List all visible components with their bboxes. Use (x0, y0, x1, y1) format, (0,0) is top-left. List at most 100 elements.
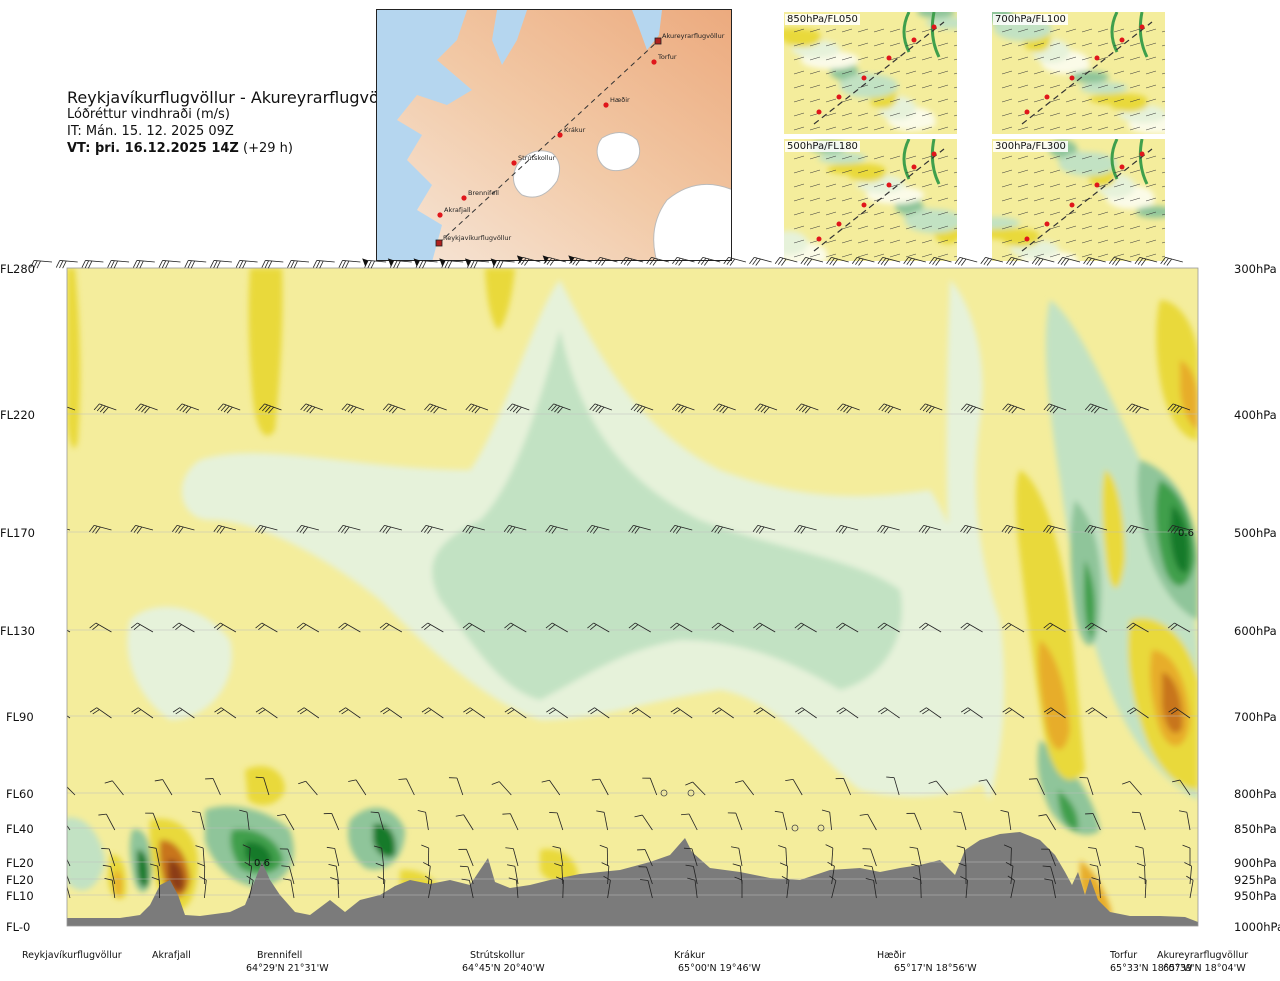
panel-field (992, 140, 1165, 261)
glacier-langjokull (512, 150, 561, 198)
panel-barb (1145, 253, 1157, 258)
wind-barb (67, 885, 71, 899)
panel-field-blob (917, 12, 955, 18)
panel-barb (793, 42, 805, 47)
panel-label: 300hPa/FL300 (993, 141, 1068, 152)
panel-map (992, 139, 1165, 261)
panel-barb (793, 169, 805, 174)
wind-barb (337, 524, 361, 534)
glacier-vatnajokull (653, 183, 731, 260)
panel-barb (937, 169, 949, 174)
wind-barb (504, 622, 527, 633)
panel-barb (905, 84, 917, 89)
panel-barb (1129, 183, 1141, 188)
panel-barb (1065, 197, 1077, 202)
panel-route-line (813, 148, 945, 252)
panel-barb (1113, 70, 1125, 75)
wind-barb (1002, 707, 1025, 719)
panel-barb (1097, 211, 1109, 216)
flight-level-label: FL170 (0, 526, 35, 540)
map-points: Akureyrarflugvöllur Torfur Hæðir Krákur Strú… (435, 32, 725, 247)
panel-field-blob (992, 217, 1020, 229)
panel-barb (809, 70, 821, 75)
panel-barb (921, 84, 933, 89)
wind-barb (30, 260, 53, 269)
panel-barb (841, 70, 853, 75)
panel-barb (937, 239, 949, 244)
panel-barb (841, 126, 853, 131)
wind-barb (752, 524, 776, 534)
waypoint-coordinate: 65°39'N 18°04'W (1163, 963, 1246, 974)
panel-barb (1097, 239, 1109, 244)
panel-barb (1161, 199, 1165, 202)
panel-barb (1017, 211, 1029, 216)
panel-barb (921, 253, 933, 258)
wind-barb (1042, 865, 1056, 885)
panel-barb (1065, 169, 1077, 174)
wind-barb (800, 256, 824, 266)
wind-barb (1043, 524, 1066, 534)
panel-barb (921, 112, 933, 117)
panel-barb (1129, 225, 1141, 230)
wind-barb (176, 403, 200, 414)
wind-barb (448, 777, 464, 796)
panel-barb (825, 239, 837, 244)
field-region-down_1 (1015, 470, 1085, 780)
wind-barb (55, 260, 78, 269)
wind-barb (785, 779, 803, 796)
panel-barb (921, 239, 933, 244)
wind-barb (630, 403, 654, 414)
wind-barb (1043, 403, 1067, 414)
panel-barb (1129, 112, 1141, 117)
panel-waypoint (1094, 55, 1100, 61)
wind-barb (754, 403, 778, 414)
panel-barb (1017, 56, 1029, 61)
panel-barb (873, 84, 885, 89)
wind-barb (172, 524, 195, 534)
panel-barb (937, 155, 949, 160)
wind-barb (505, 847, 519, 867)
panel-barb (905, 253, 917, 258)
panel-barb (1049, 70, 1061, 75)
wind-barb (235, 260, 258, 269)
wind-barb (1088, 847, 1101, 867)
wind-barb (198, 876, 207, 899)
panel-barb (873, 155, 885, 160)
panel-barb (921, 225, 933, 230)
wind-barb (589, 403, 612, 414)
panel-barb (1161, 241, 1165, 244)
wind-barb (370, 811, 384, 831)
panel-barb (857, 211, 869, 216)
panel-barb (857, 183, 869, 188)
panel-barb (1113, 239, 1125, 244)
panel-barb (1113, 112, 1125, 117)
parameter-label: Lóðréttur vindhraði (m/s) (67, 107, 230, 122)
panel-field-blob (848, 164, 886, 182)
panel-barb (1097, 42, 1109, 47)
map-point-label: Strútskollur (518, 154, 556, 162)
panel-waypoint (1139, 151, 1145, 157)
panel-barb (1001, 239, 1013, 244)
wind-barb (1084, 524, 1108, 534)
panel-barb (905, 126, 917, 131)
wind-barb (877, 622, 900, 633)
panel-barb (953, 199, 957, 202)
wind-barb (213, 524, 237, 534)
wind-barb (1000, 809, 1012, 831)
wind-barb (685, 864, 698, 885)
wind-barb (568, 255, 592, 266)
panel-field-blob (784, 231, 808, 255)
panel-barb (793, 98, 805, 103)
field-region-up_2 (432, 330, 902, 700)
wind-barb (1031, 256, 1055, 266)
panel-barb (889, 169, 901, 174)
wind-barb (1007, 875, 1015, 899)
wind-barb (906, 812, 922, 831)
wind-barb (1167, 524, 1191, 534)
pressure-level-label: 925hPa (1234, 873, 1277, 887)
panel-barb (1113, 211, 1125, 216)
panel-barb (953, 241, 957, 244)
wind-barb (107, 260, 130, 269)
wind-barb (67, 406, 76, 411)
wind-barb (555, 876, 564, 899)
